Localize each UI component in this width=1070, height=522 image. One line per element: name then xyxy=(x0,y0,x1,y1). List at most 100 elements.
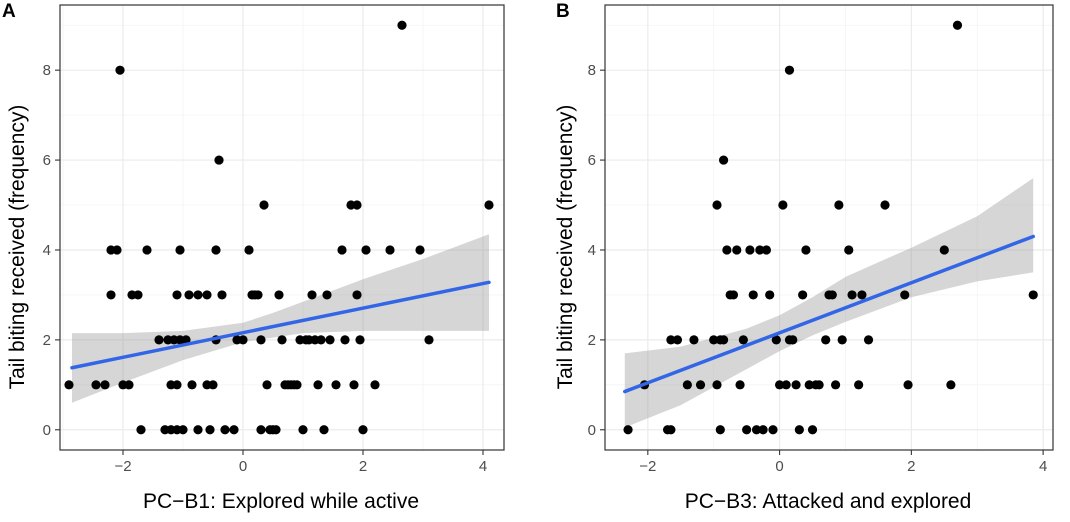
panel-b-data-point xyxy=(771,335,781,345)
panel-a-data-point xyxy=(316,335,326,345)
panel-a-x-tick-label: 4 xyxy=(479,458,487,475)
panel-b-data-point xyxy=(854,380,864,390)
panel-a-data-point xyxy=(172,380,182,390)
panel-b-data-point xyxy=(798,290,808,300)
panel-a-data-point xyxy=(298,425,308,435)
panel-a-data-point xyxy=(274,290,284,300)
panel-b-x-tick-label: 0 xyxy=(775,458,783,475)
panel-b-data-point xyxy=(844,245,854,255)
panel-b-data-point xyxy=(900,290,910,300)
panel-a-data-point xyxy=(337,245,347,255)
panel-a-data-point xyxy=(271,425,281,435)
panel-b-x-tick-label: 2 xyxy=(907,458,915,475)
panel-b-background xyxy=(605,5,1053,450)
panel-b-data-point xyxy=(804,380,814,390)
panel-b-data-point xyxy=(745,245,755,255)
panel-b-data-point xyxy=(695,380,706,390)
panel-a-data-point xyxy=(349,380,359,390)
panel-a-data-point xyxy=(352,200,362,210)
panel-b-data-point xyxy=(880,200,890,210)
panel-b-data-point xyxy=(755,245,765,255)
panel-a-frame xyxy=(59,4,505,451)
panel-b-frame xyxy=(604,4,1054,451)
panel-a-label: A xyxy=(2,1,16,22)
panel-a-data-point xyxy=(340,335,350,345)
panel-a-data-point xyxy=(217,290,227,300)
panel-b-data-point xyxy=(748,290,758,300)
panel-a-data-point xyxy=(484,200,494,210)
panel-b-plot-area: −2 0 2 4 0 2 4 6 8 xyxy=(588,4,1054,475)
panel-a-data-point xyxy=(136,425,146,435)
panel-a-x-axis-title: PC−B1: Explored while active xyxy=(143,490,419,513)
panel-a-data-point xyxy=(319,425,329,435)
panel-a-y-tick-label: 4 xyxy=(43,242,51,259)
panel-b-data-point xyxy=(718,155,729,165)
panel-a-plot-area: −2 0 2 4 0 2 4 6 8 xyxy=(43,4,505,475)
panel-b-data-point xyxy=(712,380,722,390)
panel-b-data-point xyxy=(758,425,768,435)
panel-b-data-point xyxy=(791,380,801,390)
panel-b-data-point xyxy=(732,245,742,255)
panel-a-data-point xyxy=(211,245,221,255)
panel-a-data-point xyxy=(325,335,335,345)
panel-a-data-point xyxy=(202,290,212,300)
panel-a-y-tick-label: 8 xyxy=(43,62,51,79)
panel-b-data-point xyxy=(666,425,676,435)
panel-b-data-point xyxy=(765,290,775,300)
panel-b-data-point xyxy=(903,380,913,390)
panel-b-data-point xyxy=(1028,290,1038,300)
panel-a-data-point xyxy=(256,335,266,345)
panel-b-y-axis-title: Tail biting received (frequency) xyxy=(554,105,577,390)
panel-a-data-point xyxy=(292,380,302,390)
panel-b-data-point xyxy=(738,335,748,345)
panel-a-data-point xyxy=(385,245,395,255)
panel-a-data-point xyxy=(238,335,248,345)
panel-a-data-point xyxy=(100,380,110,390)
panel-a-x-tick-label: −2 xyxy=(114,458,131,475)
panel-b-data-point xyxy=(946,380,956,390)
panel-b-data-point xyxy=(709,335,719,345)
panel-b-data-point xyxy=(778,200,788,210)
panel-b-data-point xyxy=(682,380,692,390)
panel-b-label: B xyxy=(556,1,570,22)
panel-b-data-point xyxy=(807,425,818,435)
panel-b-y-tick-label: 4 xyxy=(588,242,596,259)
panel-a-data-point xyxy=(313,380,323,390)
panel-b-data-point xyxy=(801,245,811,255)
panel-a-x-tick-label: 2 xyxy=(359,458,367,475)
panel-b-data-point xyxy=(712,200,722,210)
panel-b-data-point xyxy=(761,245,772,255)
panel-b-regression-line xyxy=(623,234,1035,394)
panel-b-data-point xyxy=(784,65,795,75)
panel-a-data-point xyxy=(256,425,266,435)
panel-b-data-point xyxy=(689,335,699,345)
panel-b-data-point xyxy=(728,290,739,300)
panel-a-data-point xyxy=(208,380,218,390)
panel-b-y-tick-label: 0 xyxy=(588,422,596,439)
panel-a-data-point xyxy=(142,245,152,255)
panel-a-data-point xyxy=(259,200,269,210)
panel-a-data-point xyxy=(361,245,371,255)
panel-a-data-point xyxy=(424,335,434,345)
panel-b: B Tail biting received (frequency) PC−B3… xyxy=(554,1,1054,513)
panel-a: A Tail biting received (frequency) PC−B1… xyxy=(2,1,505,513)
panel-b-data-point xyxy=(827,290,837,300)
panel-b-x-tick-label: 4 xyxy=(1039,458,1047,475)
panel-a-data-point xyxy=(331,380,341,390)
panel-a-data-point xyxy=(154,335,164,345)
panel-a-y-axis-title: Tail biting received (frequency) xyxy=(6,105,29,390)
panel-a-y-tick-label: 6 xyxy=(43,152,51,169)
panel-b-data-point xyxy=(814,380,824,390)
panel-b-data-point xyxy=(666,335,676,345)
panel-b-y-tick-label: 8 xyxy=(588,62,596,79)
panel-b-data-point xyxy=(774,380,785,390)
panel-a-data-point xyxy=(175,245,185,255)
panel-b-data-point xyxy=(735,380,745,390)
panel-b-data-point xyxy=(751,425,762,435)
panel-b-data-point xyxy=(788,335,798,345)
panel-a-y-tick-label: 0 xyxy=(43,422,51,439)
panel-a-data-point xyxy=(397,20,407,30)
panel-a-data-point xyxy=(133,290,143,300)
panel-a-data-point xyxy=(307,290,317,300)
